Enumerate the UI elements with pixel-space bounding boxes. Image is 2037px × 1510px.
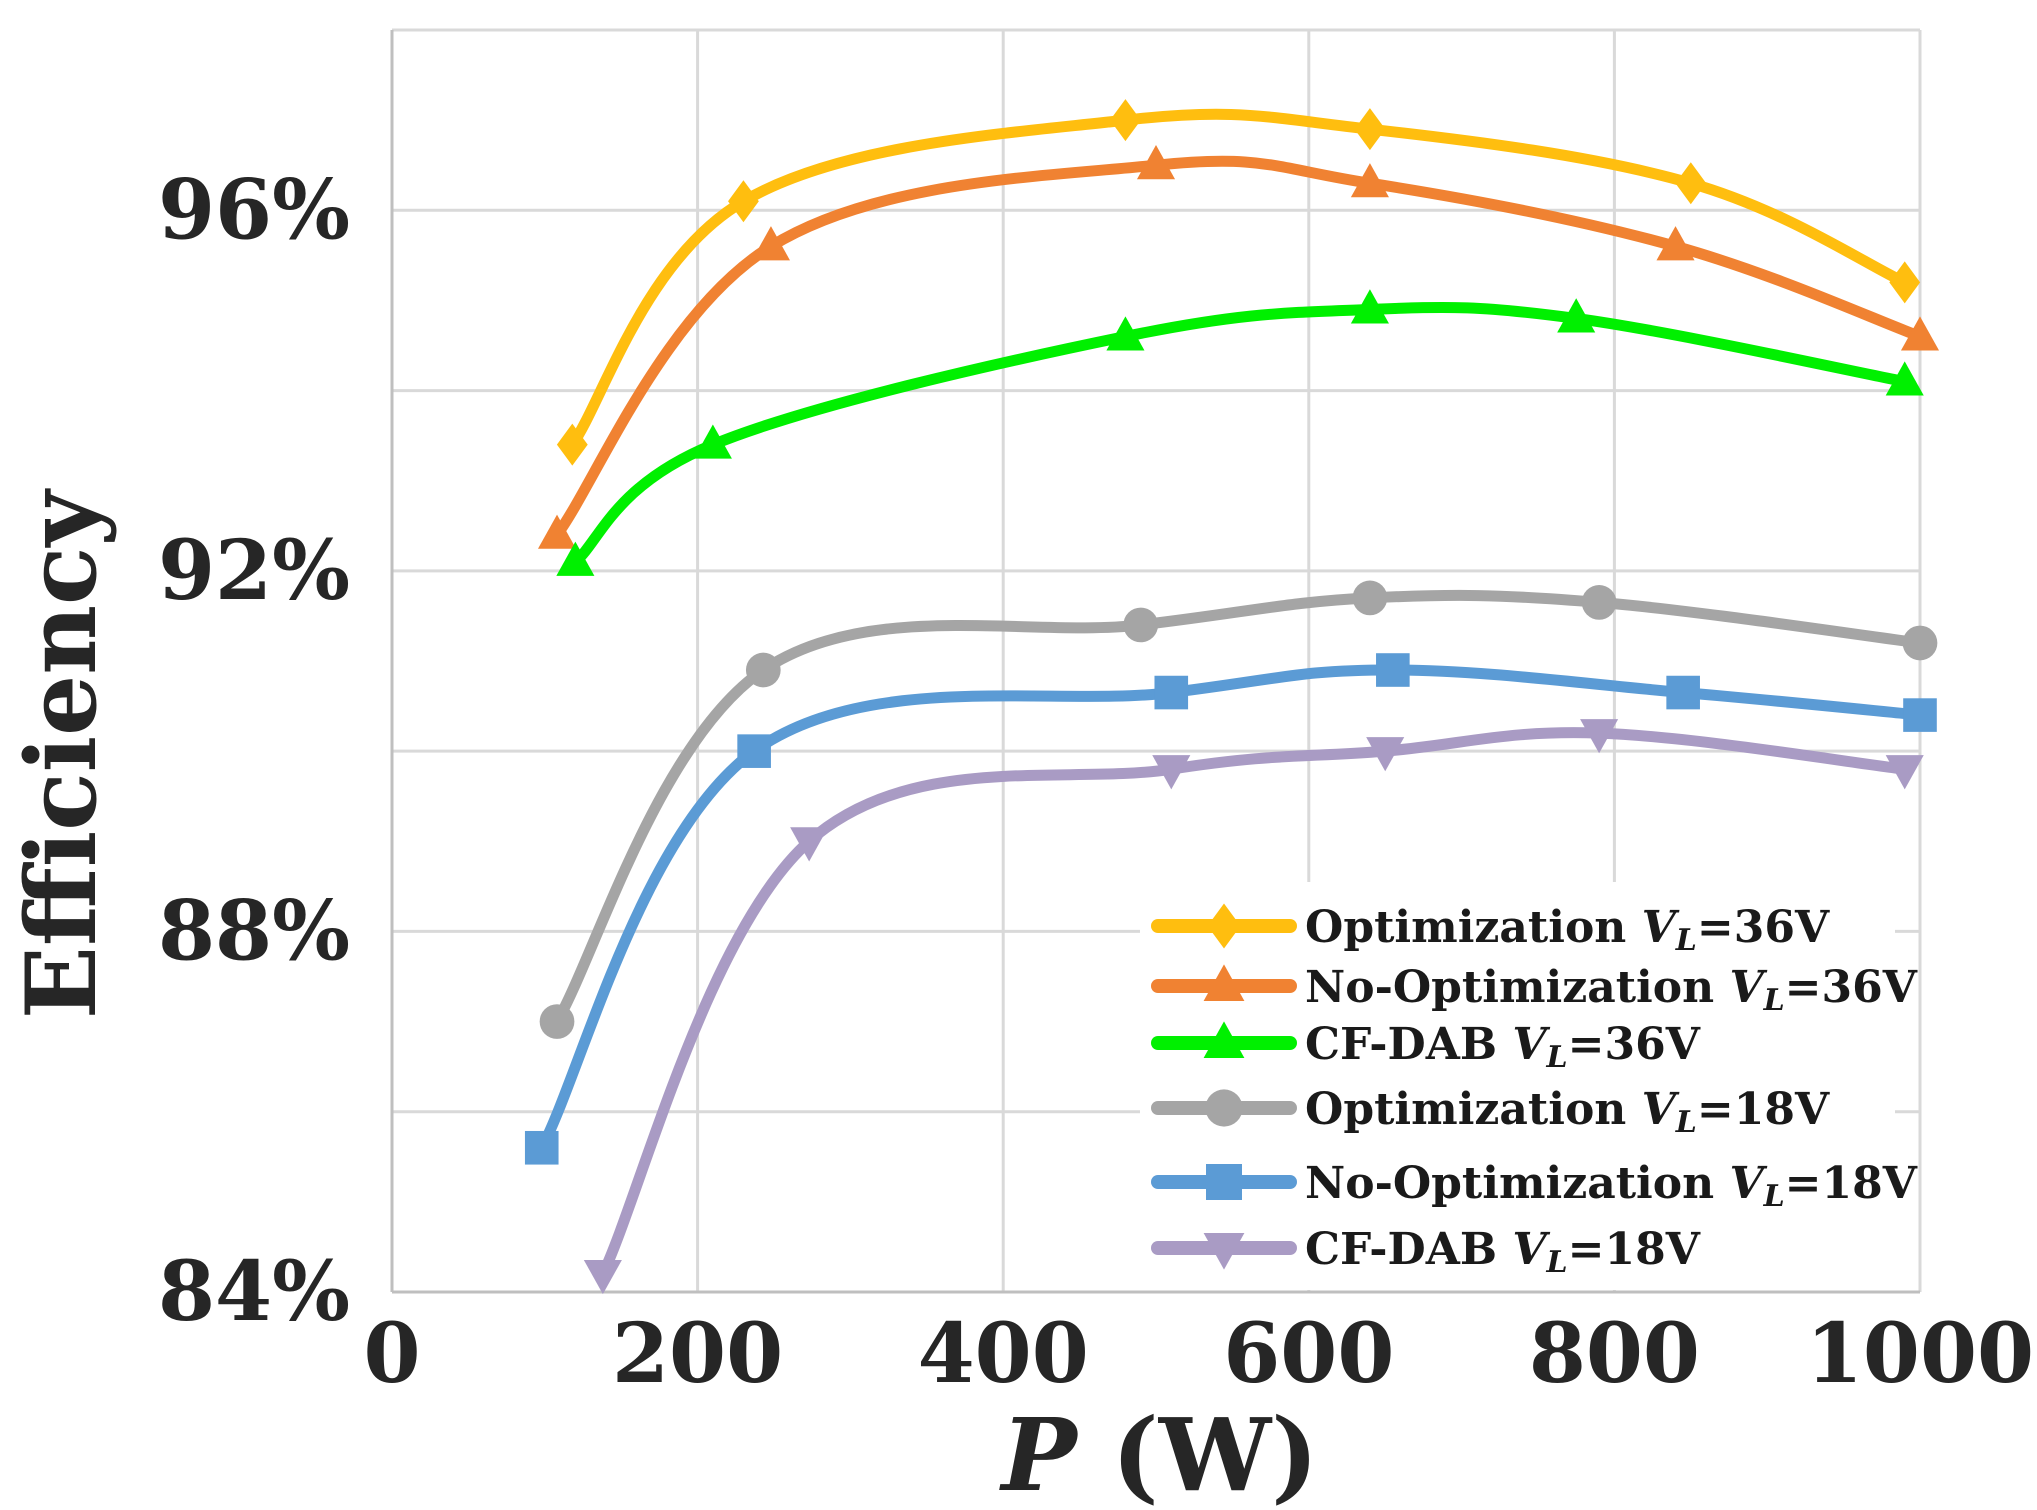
series-3-point-5 [1902, 625, 1938, 661]
legend-label-1: No-Optimization VL=36V [1305, 962, 1918, 1018]
series-4-point-0 [524, 1130, 559, 1165]
legend-label-2: CF-DAB VL=36V [1305, 1019, 1701, 1075]
series-3-point-2 [1123, 607, 1159, 643]
legend-label-3: Optimization VL=18V [1305, 1084, 1830, 1140]
legend-item-2: CF-DAB VL=36V [1151, 1019, 1701, 1075]
series-5-point-0 [583, 1259, 622, 1295]
series-4-point-4 [1666, 675, 1700, 710]
series-0-point-3 [1354, 108, 1386, 151]
series-5-point-3 [1366, 737, 1405, 772]
y-tick-label-88: 88% [158, 883, 350, 979]
legend-item-1: No-Optimization VL=36V [1151, 962, 1918, 1018]
x-tick-label-1000: 1000 [1806, 1306, 2034, 1402]
series-line-3 [551, 589, 1926, 1028]
x-axis-title: P (W) [999, 1396, 1319, 1510]
x-tick-label-400: 400 [918, 1306, 1089, 1402]
series-5-point-2 [1152, 755, 1191, 790]
series-1-point-4 [1656, 226, 1695, 261]
legend-box [1140, 882, 1895, 1290]
x-tick-label-600: 600 [1223, 1306, 1394, 1402]
series-3-point-4 [1581, 585, 1617, 620]
y-tick-label-92: 92% [158, 523, 350, 619]
tick-labels: 0 200 400 600 800 1000 84% 88% 92% 96% [158, 162, 2034, 1402]
series-0-point-4 [1675, 162, 1707, 205]
series-3-point-1 [745, 652, 781, 688]
series-4-point-1 [737, 734, 771, 768]
series-5-point-4 [1580, 719, 1619, 754]
series-line-1 [551, 155, 1926, 541]
series-2-point-3 [1350, 289, 1389, 324]
series-1-point-2 [1136, 145, 1176, 180]
series-5 [583, 719, 1924, 1295]
legend-item-5: CF-DAB VL=18V [1151, 1224, 1701, 1280]
series-4-point-5 [1903, 698, 1937, 732]
series-line-2 [569, 301, 1911, 568]
series-5-point-1 [790, 827, 829, 862]
series-4-point-2 [1154, 675, 1189, 710]
series-2-point-1 [693, 424, 732, 459]
series-3-point-3 [1352, 580, 1388, 616]
series-5-point-5 [1885, 755, 1924, 790]
series-2 [556, 289, 1924, 576]
series-1 [537, 145, 1940, 549]
legend-swatch-marker-4 [1206, 1164, 1242, 1200]
legend-label-0: Optimization VL=36V [1305, 902, 1830, 958]
legend-item-3: Optimization VL=18V [1151, 1084, 1830, 1140]
y-tick-label-96: 96% [158, 162, 350, 258]
x-tick-label-200: 200 [612, 1306, 783, 1402]
legend-item-4: No-Optimization VL=18V [1151, 1158, 1918, 1214]
series-2-point-2 [1106, 316, 1145, 351]
series-0-point-5 [1889, 261, 1921, 304]
series-line-5 [597, 727, 1911, 1280]
x-tick-label-0: 0 [363, 1306, 420, 1402]
legend-item-0: Optimization VL=36V [1151, 902, 1830, 958]
legend-swatch-marker-0 [1207, 903, 1241, 949]
series-2-point-0 [556, 541, 595, 576]
y-axis-title: Efficiency [5, 488, 118, 1020]
legend-label-5: CF-DAB VL=18V [1305, 1224, 1701, 1280]
series-2-point-4 [1557, 298, 1596, 333]
x-tick-label-800: 800 [1529, 1306, 1700, 1402]
series-1-point-5 [1900, 316, 1940, 351]
series-0-point-2 [1110, 99, 1141, 142]
series-1-point-0 [537, 514, 577, 549]
legend-swatch-marker-2 [1203, 1021, 1245, 1058]
legend-label-4: No-Optimization VL=18V [1305, 1158, 1918, 1214]
series-0 [556, 99, 1921, 466]
series-3-point-0 [539, 1004, 575, 1039]
series-3 [539, 580, 1938, 1039]
series-2-point-5 [1885, 361, 1924, 396]
legend-swatch-marker-5 [1203, 1233, 1245, 1270]
axis-titles: P (W) Efficiency [5, 488, 1318, 1510]
axes [390, 30, 1920, 1294]
y-tick-label-84: 84% [158, 1244, 350, 1340]
series-1-point-3 [1350, 163, 1389, 198]
series-1-point-1 [751, 226, 790, 261]
legend-swatch-marker-3 [1205, 1089, 1243, 1127]
series-layer [524, 99, 1940, 1295]
series-0-point-0 [556, 423, 588, 466]
series-0-point-1 [728, 180, 759, 223]
series-4 [524, 653, 1937, 1165]
series-4-point-3 [1376, 653, 1410, 687]
legend-swatch-marker-1 [1203, 964, 1245, 1001]
